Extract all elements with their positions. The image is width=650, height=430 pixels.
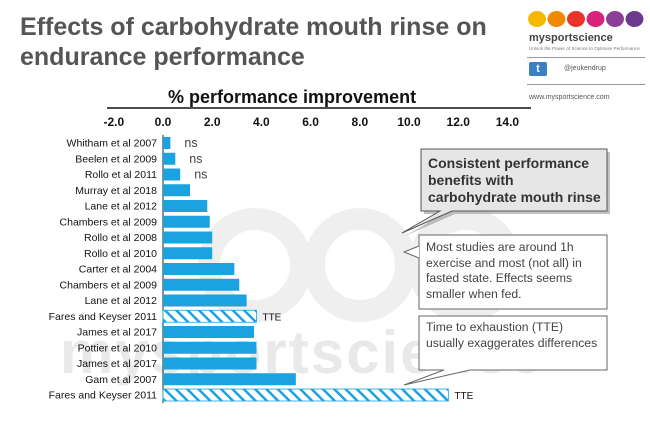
callout-consistent-benefits: Consistent performance benefits with car…	[428, 155, 603, 206]
callout-study-conditions: Most studies are around 1h exercise and …	[426, 240, 602, 302]
callout-tte-note: Time to exhaustion (TTE) usually exagger…	[426, 320, 602, 351]
